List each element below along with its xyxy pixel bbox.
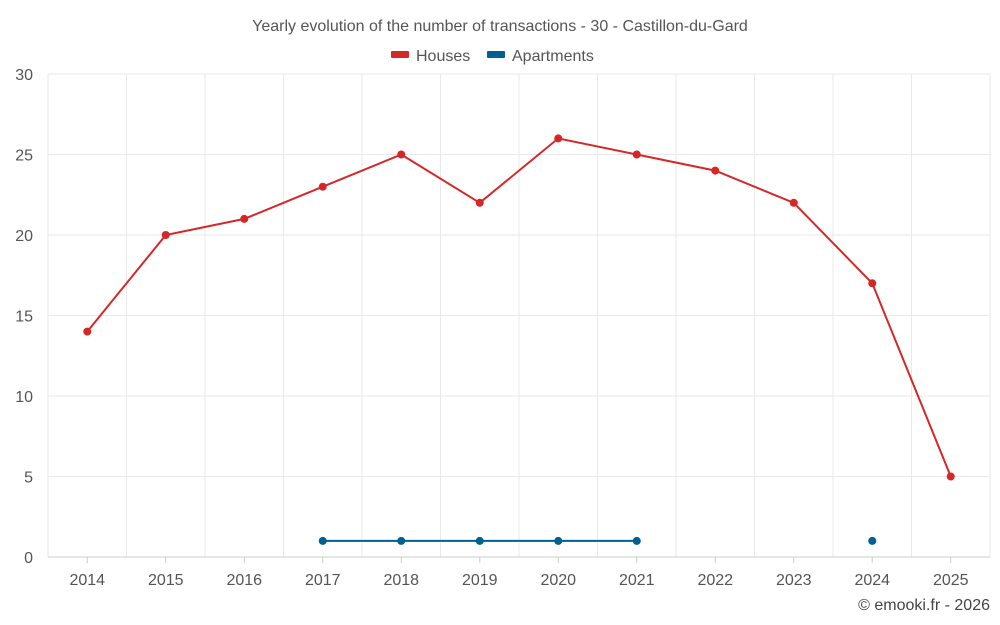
data-point-houses-2021[interactable] xyxy=(632,150,641,159)
legend-swatch-houses xyxy=(391,51,409,58)
data-point-houses-2023[interactable] xyxy=(789,198,798,207)
credit-text: © emooki.fr - 2026 xyxy=(858,597,990,614)
data-point-apartments-2020[interactable] xyxy=(554,536,563,545)
data-point-houses-2015[interactable] xyxy=(161,231,170,239)
x-tick-label: 2021 xyxy=(619,572,655,589)
data-point-houses-2020[interactable] xyxy=(554,134,563,143)
y-tick-label: 25 xyxy=(15,148,33,165)
data-point-houses-2019[interactable] xyxy=(475,198,484,207)
legend-label-apartments: Apartments xyxy=(512,48,594,65)
data-point-apartments-2021[interactable] xyxy=(632,536,641,545)
x-tick-label: 2025 xyxy=(933,572,969,589)
y-tick-label: 0 xyxy=(24,550,33,567)
x-tick-label: 2020 xyxy=(540,572,576,589)
x-tick-label: 2018 xyxy=(383,572,419,589)
x-tick-label: 2022 xyxy=(697,572,733,589)
data-point-apartments-2018[interactable] xyxy=(397,536,406,545)
x-tick-label: 2024 xyxy=(854,572,890,589)
x-tick-label: 2014 xyxy=(69,572,105,589)
series-line-houses xyxy=(86,137,952,477)
data-point-houses-2018[interactable] xyxy=(397,150,406,159)
data-point-houses-2017[interactable] xyxy=(318,182,327,191)
series-layer xyxy=(83,134,955,545)
legend-label-houses: Houses xyxy=(416,48,470,65)
data-point-houses-2014[interactable] xyxy=(83,327,92,336)
data-point-houses-2025[interactable] xyxy=(946,472,955,481)
y-tick-label: 5 xyxy=(24,470,33,487)
y-tick-label: 10 xyxy=(15,389,33,406)
x-tick-label: 2017 xyxy=(305,572,341,589)
data-point-apartments-2019[interactable] xyxy=(475,536,484,545)
x-tick-label: 2023 xyxy=(776,572,812,589)
data-point-apartments-2024[interactable] xyxy=(868,536,877,545)
y-tick-label: 15 xyxy=(15,309,33,326)
y-tick-label: 30 xyxy=(15,67,33,84)
data-point-houses-2024[interactable] xyxy=(868,279,877,288)
x-tick-label: 2019 xyxy=(462,572,498,589)
x-tick-label: 2015 xyxy=(148,572,184,589)
y-tick-label: 20 xyxy=(15,228,33,245)
y-axis: 0 5 10 15 20 25 30 xyxy=(15,67,33,567)
data-point-houses-2022[interactable] xyxy=(711,166,720,175)
data-point-apartments-2017[interactable] xyxy=(318,536,327,545)
data-point-houses-2016[interactable] xyxy=(240,214,249,223)
legend-item-apartments[interactable]: Apartments xyxy=(487,48,594,65)
x-axis: 2014 2015 2016 2017 2018 2019 2020 2021 2022 2023… xyxy=(48,556,990,589)
chart-title: Yearly evolution of the number of transa… xyxy=(252,18,748,35)
gridlines xyxy=(47,73,991,558)
legend-item-houses[interactable]: Houses xyxy=(391,48,470,65)
x-tick-label: 2016 xyxy=(226,572,262,589)
legend: Houses Apartments xyxy=(391,48,594,65)
legend-swatch-apartments xyxy=(487,51,505,58)
